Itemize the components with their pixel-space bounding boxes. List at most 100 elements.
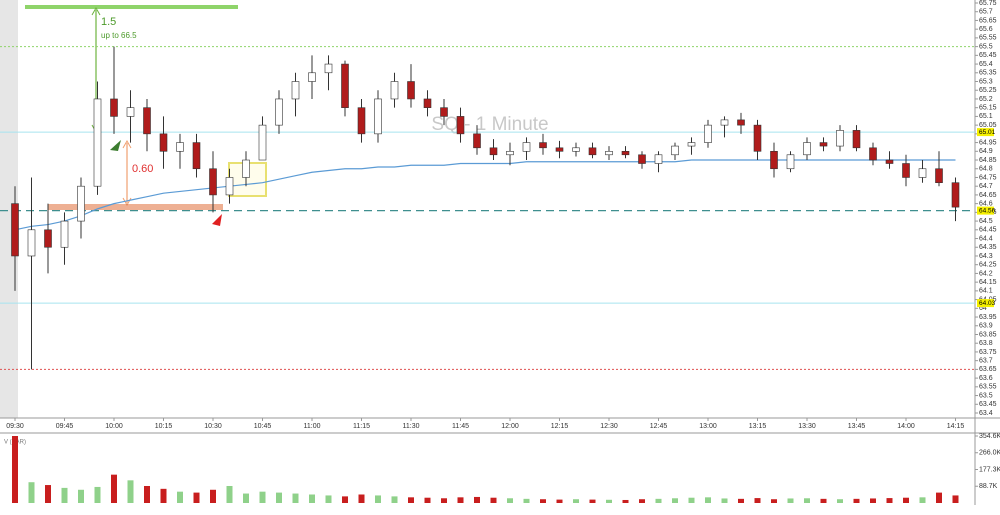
y-tick-label: 65.3 xyxy=(979,78,993,85)
overlay-line xyxy=(14,159,956,231)
candle-body xyxy=(126,107,135,117)
volume-bar xyxy=(688,497,695,503)
volume-bar xyxy=(457,497,464,503)
candle-body xyxy=(209,168,217,196)
y-tick-label: 64.2 xyxy=(979,270,993,277)
price-tag-label: 64.56 xyxy=(979,207,996,214)
volume-bar xyxy=(622,499,629,503)
volume-bar xyxy=(210,489,216,503)
y-tick-label: 65.4 xyxy=(979,61,993,68)
volume-bar xyxy=(655,498,662,503)
x-tick-label: 10:45 xyxy=(254,423,272,430)
y-tick-label: 64.5 xyxy=(979,218,993,225)
x-tick-label: 11:45 xyxy=(452,423,469,430)
volume-bar xyxy=(721,498,728,503)
x-tick-label: 13:00 xyxy=(699,423,717,430)
volume-bar xyxy=(342,496,348,503)
entry-marker xyxy=(212,214,222,226)
volume-bar xyxy=(754,498,761,503)
y-tick-label: 88.7K xyxy=(979,483,998,490)
volume-bar xyxy=(243,493,249,503)
volume-bar xyxy=(672,498,678,503)
y-tick-label: 64.75 xyxy=(979,174,997,181)
volume-bar xyxy=(61,487,68,503)
y-tick-label: 64.1 xyxy=(979,288,993,295)
volume-bar xyxy=(490,497,497,503)
y-tick-label: 65.75 xyxy=(979,0,997,7)
volume-bar xyxy=(144,485,150,503)
candle-body xyxy=(291,81,300,100)
y-tick-label: 65.25 xyxy=(979,87,997,94)
candle-body xyxy=(803,142,811,156)
volume-bar xyxy=(886,498,893,503)
x-tick-label: 10:30 xyxy=(204,423,222,430)
candle-body xyxy=(473,133,481,149)
candle-body xyxy=(308,72,316,82)
volume-bar xyxy=(127,480,134,503)
x-tick-label: 12:00 xyxy=(501,423,519,430)
y-tick-label: 63.5 xyxy=(979,392,993,399)
x-tick-label: 13:45 xyxy=(848,423,866,430)
candle-body xyxy=(737,119,745,126)
candle-body xyxy=(770,150,778,170)
volume-bar xyxy=(78,489,84,503)
volume-bar xyxy=(375,495,381,503)
candle-body xyxy=(374,98,382,135)
y-tick-label: 266.0K xyxy=(979,450,1000,457)
y-tick-label: 65.05 xyxy=(979,122,997,129)
y-tick-label: 65.1 xyxy=(979,113,993,120)
y-tick-label: 63.85 xyxy=(979,331,997,338)
y-tick-label: 64.45 xyxy=(979,227,997,234)
candle-body xyxy=(258,124,267,161)
volume-bar xyxy=(952,495,959,503)
candle-body xyxy=(27,229,36,257)
candle-body xyxy=(704,124,712,143)
volume-bar xyxy=(259,491,266,503)
candle-body xyxy=(143,107,151,135)
x-tick-label: 11:15 xyxy=(353,423,370,430)
candle-body xyxy=(555,147,564,152)
annotation: up to 66.5 xyxy=(101,31,137,40)
candle-body xyxy=(341,63,349,108)
candle-body xyxy=(951,182,960,208)
candle-body xyxy=(605,150,613,156)
volume-bar xyxy=(276,492,282,503)
candle-body xyxy=(885,159,894,164)
volume-bar xyxy=(903,497,909,503)
volume-bar xyxy=(391,496,398,503)
y-tick-label: 64.95 xyxy=(979,139,997,146)
support-band xyxy=(48,204,223,210)
y-tick-label: 63.75 xyxy=(979,349,997,356)
volume-bar xyxy=(919,497,926,503)
volume-bar xyxy=(292,493,299,503)
volume-bar xyxy=(424,497,431,503)
x-tick-label: 10:15 xyxy=(155,423,173,430)
y-tick-label: 63.6 xyxy=(979,375,993,382)
volume-bar xyxy=(358,494,365,503)
y-tick-label: 65.45 xyxy=(979,52,997,59)
y-tick-label: 65.35 xyxy=(979,70,997,77)
volume-bar xyxy=(738,498,744,503)
y-tick-label: 65.55 xyxy=(979,35,997,42)
y-tick-label: 63.8 xyxy=(979,340,993,347)
x-tick-label: 11:00 xyxy=(304,423,321,430)
volume-bar xyxy=(573,499,579,503)
candle-body xyxy=(324,63,333,74)
candle-body xyxy=(225,177,234,196)
y-tick-label: 64.85 xyxy=(979,157,997,164)
volume-bar xyxy=(441,498,447,503)
candle-body xyxy=(110,98,118,117)
left-strip xyxy=(0,0,18,418)
volume-bar xyxy=(837,499,843,503)
x-tick-label: 13:30 xyxy=(798,423,816,430)
candle-body xyxy=(869,147,877,161)
y-tick-label: 64.65 xyxy=(979,192,997,199)
volume-bar xyxy=(408,497,414,503)
volume-bar xyxy=(12,436,18,503)
volume-bar xyxy=(474,496,480,503)
candle-body xyxy=(11,203,19,257)
y-tick-label: 65.65 xyxy=(979,17,997,24)
volume-bar xyxy=(111,474,117,503)
y-tick-label: 65.6 xyxy=(979,26,993,33)
candle-body xyxy=(60,220,69,248)
